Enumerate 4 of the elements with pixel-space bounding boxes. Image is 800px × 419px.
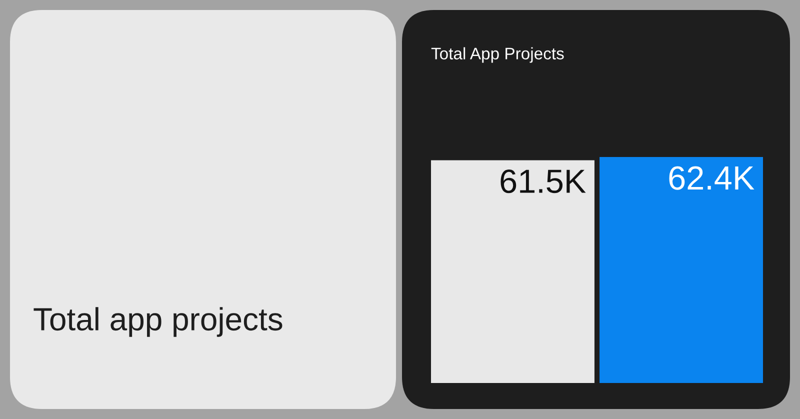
data-label: 61.5K <box>500 169 586 194</box>
text: Total app projects <box>34 307 282 337</box>
data-label: 62.4K <box>669 166 754 190</box>
chart-title: Total App Projects <box>431 47 564 63</box>
